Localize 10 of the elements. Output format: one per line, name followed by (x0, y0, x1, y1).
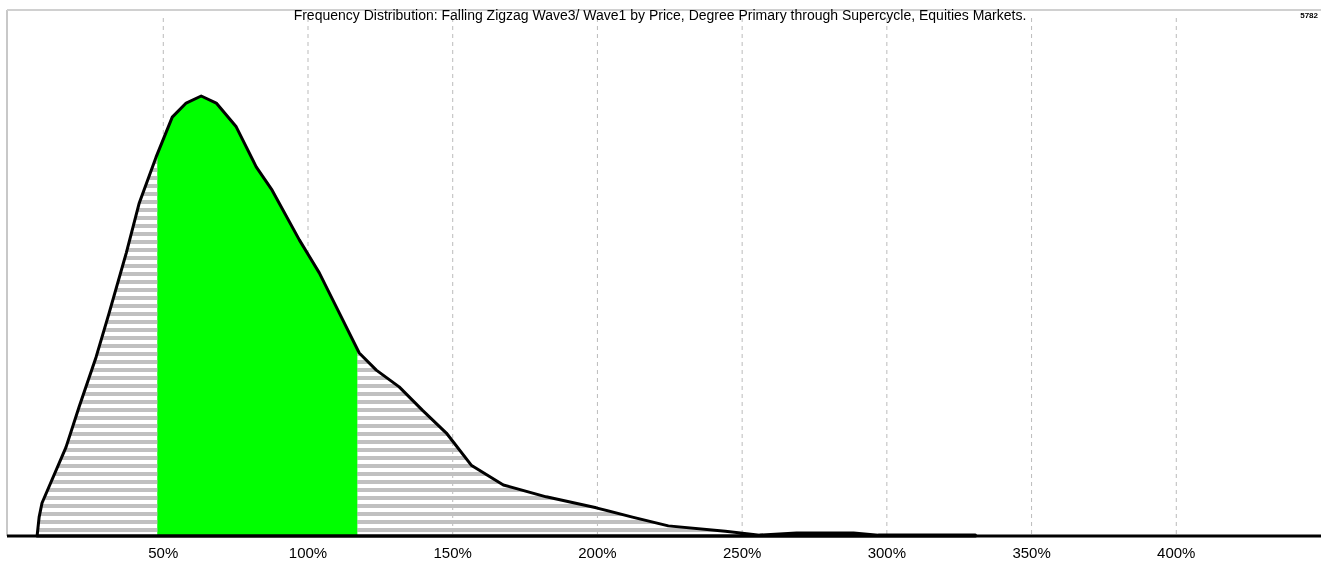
text: 5782 (1300, 11, 1319, 20)
x-tick-label: 100% (288, 544, 328, 561)
x-tick-label: 250% (722, 544, 762, 561)
x-tick-label: 50% (148, 544, 179, 561)
x-tick-label: 350% (1012, 544, 1051, 561)
x-tick-label: 150% (433, 544, 472, 561)
x-tick-label: 400% (1157, 544, 1196, 561)
x-tick-label: 200% (578, 544, 617, 561)
x-tick-label: 300% (867, 544, 907, 561)
chart-title: Frequency Distribution: Falling Zigzag Wave3/ Wave1 by Price, Degree Primary through Supercycle, Equities Markets. (293, 7, 1027, 23)
